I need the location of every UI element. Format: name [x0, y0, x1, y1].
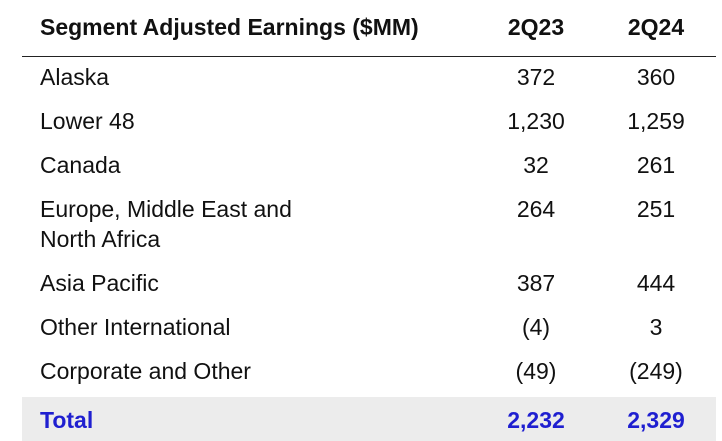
segment-earnings-table: Segment Adjusted Earnings ($MM) 2Q23 2Q2…	[22, 0, 716, 441]
row-label: Lower 48	[40, 108, 135, 134]
row-value-2q24: 251	[636, 196, 676, 222]
row-value-2q24: 1,259	[627, 108, 685, 134]
header-label: Segment Adjusted Earnings ($MM)	[40, 14, 419, 40]
header-col-2q24: 2Q24	[627, 14, 685, 40]
row-value-2q24: (249)	[629, 358, 683, 384]
row-value-2q23: 387	[516, 270, 556, 296]
row-label: Asia Pacific	[40, 270, 159, 296]
total-value-2q23: 2,232	[507, 407, 565, 433]
table-row: Asia Pacific 387 444	[22, 265, 716, 309]
total-value-2q24: 2,329	[627, 407, 685, 433]
row-value-2q23: (4)	[521, 314, 551, 340]
table-row: Canada 32 261	[22, 147, 716, 191]
row-value-2q23: 32	[523, 152, 549, 178]
row-label: Corporate and Other	[40, 358, 251, 384]
row-value-2q23: 264	[516, 196, 556, 222]
row-value-2q23: (49)	[515, 358, 557, 384]
row-value-2q23: 1,230	[507, 108, 565, 134]
row-label: Canada	[40, 152, 121, 178]
row-value-2q24: 360	[636, 64, 676, 90]
row-value-2q24: 261	[636, 152, 676, 178]
table-row: Other International (4) 3	[22, 309, 716, 353]
table-row: Lower 48 1,230 1,259	[22, 103, 716, 147]
table-row: Europe, Middle East and North Africa 264…	[22, 191, 716, 265]
row-value-2q24: 444	[636, 270, 676, 296]
row-label: Alaska	[40, 64, 110, 90]
total-label: Total	[40, 407, 94, 433]
header-col-2q23: 2Q23	[507, 14, 565, 40]
total-row: Total 2,232 2,329	[22, 397, 716, 441]
row-label: Other International	[40, 314, 231, 340]
table-row: Alaska 372 360	[22, 59, 716, 103]
row-label: Europe, Middle East and North Africa	[40, 196, 292, 252]
row-value-2q24: 3	[649, 314, 663, 340]
table-row: Corporate and Other (49) (249)	[22, 353, 716, 397]
table-header: Segment Adjusted Earnings ($MM) 2Q23 2Q2…	[22, 0, 716, 57]
table-body: Alaska 372 360 Lower 48 1,230 1,259 Cana…	[22, 57, 716, 397]
row-value-2q23: 372	[516, 64, 556, 90]
